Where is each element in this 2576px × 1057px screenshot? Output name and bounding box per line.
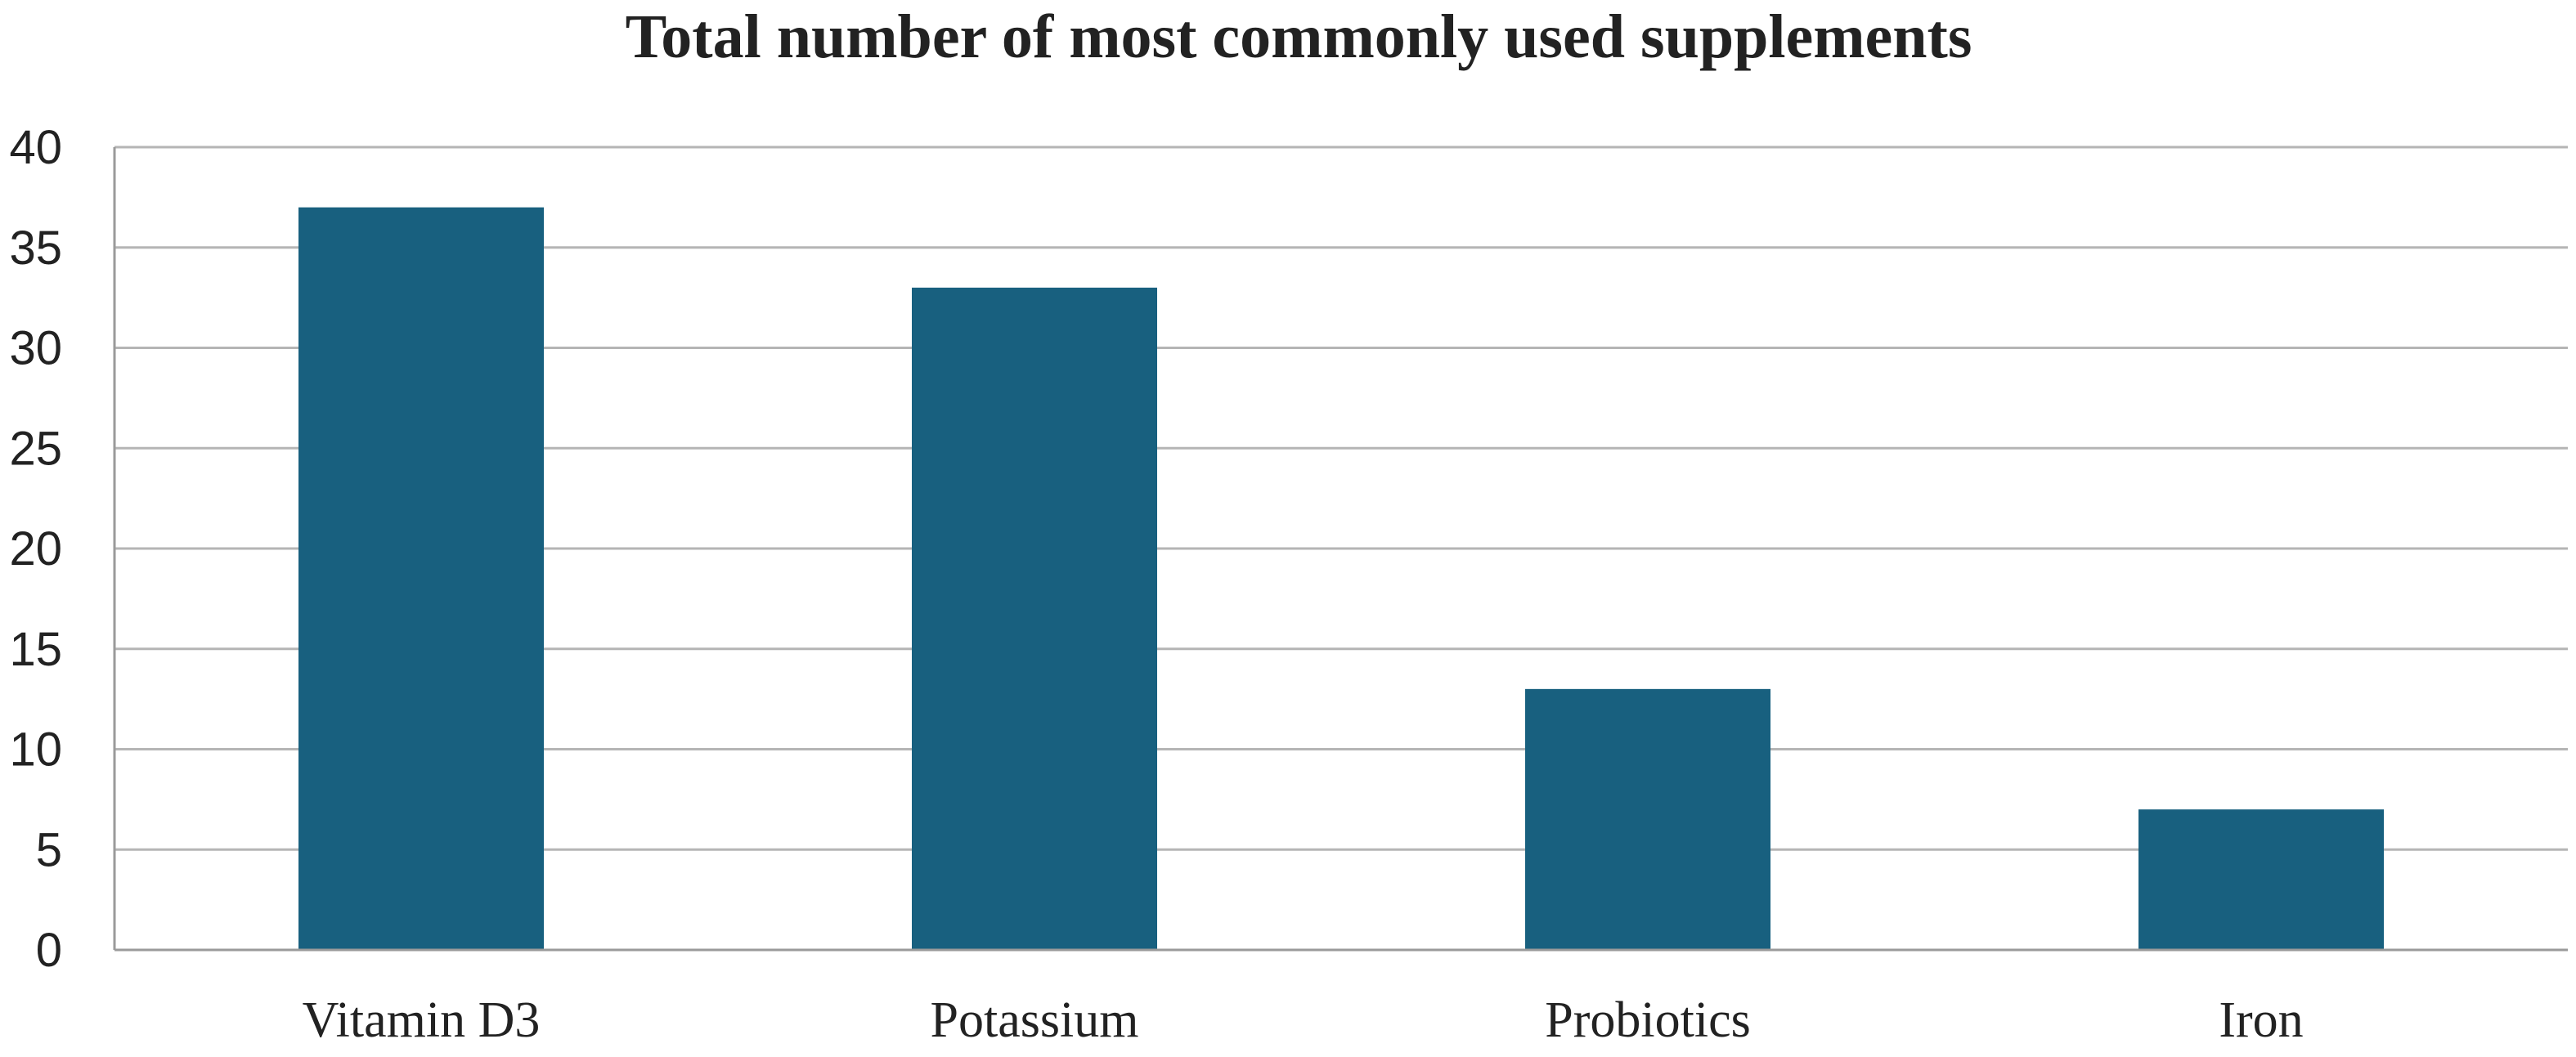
- y-tick-label: 15: [9, 623, 62, 676]
- y-axis-tick-labels: 0 5 10 15 20 25 30 35 40: [9, 121, 62, 977]
- x-axis-category-labels: Vitamin D3 Potassium Probiotics Iron: [303, 992, 2304, 1048]
- bar-iron: [2138, 809, 2384, 950]
- x-category-label: Potassium: [931, 992, 1139, 1048]
- bar-probiotics: [1525, 688, 1770, 950]
- bars: [298, 207, 2384, 951]
- y-tick-label: 20: [9, 522, 62, 576]
- chart-title: Total number of most commonly used suppl…: [626, 2, 1972, 71]
- y-tick-label: 30: [9, 322, 62, 375]
- y-tick-label: 10: [9, 723, 62, 777]
- y-tick-label: 25: [9, 422, 62, 475]
- x-category-label: Iron: [2219, 992, 2303, 1048]
- y-tick-label: 0: [36, 924, 62, 977]
- y-tick-label: 5: [36, 823, 62, 876]
- y-tick-label: 40: [9, 121, 62, 174]
- bar-potassium: [912, 287, 1157, 951]
- bar-vitamin-d3: [298, 207, 544, 950]
- y-tick-label: 35: [9, 222, 62, 275]
- x-category-label: Probiotics: [1545, 992, 1750, 1048]
- x-category-label: Vitamin D3: [303, 992, 541, 1048]
